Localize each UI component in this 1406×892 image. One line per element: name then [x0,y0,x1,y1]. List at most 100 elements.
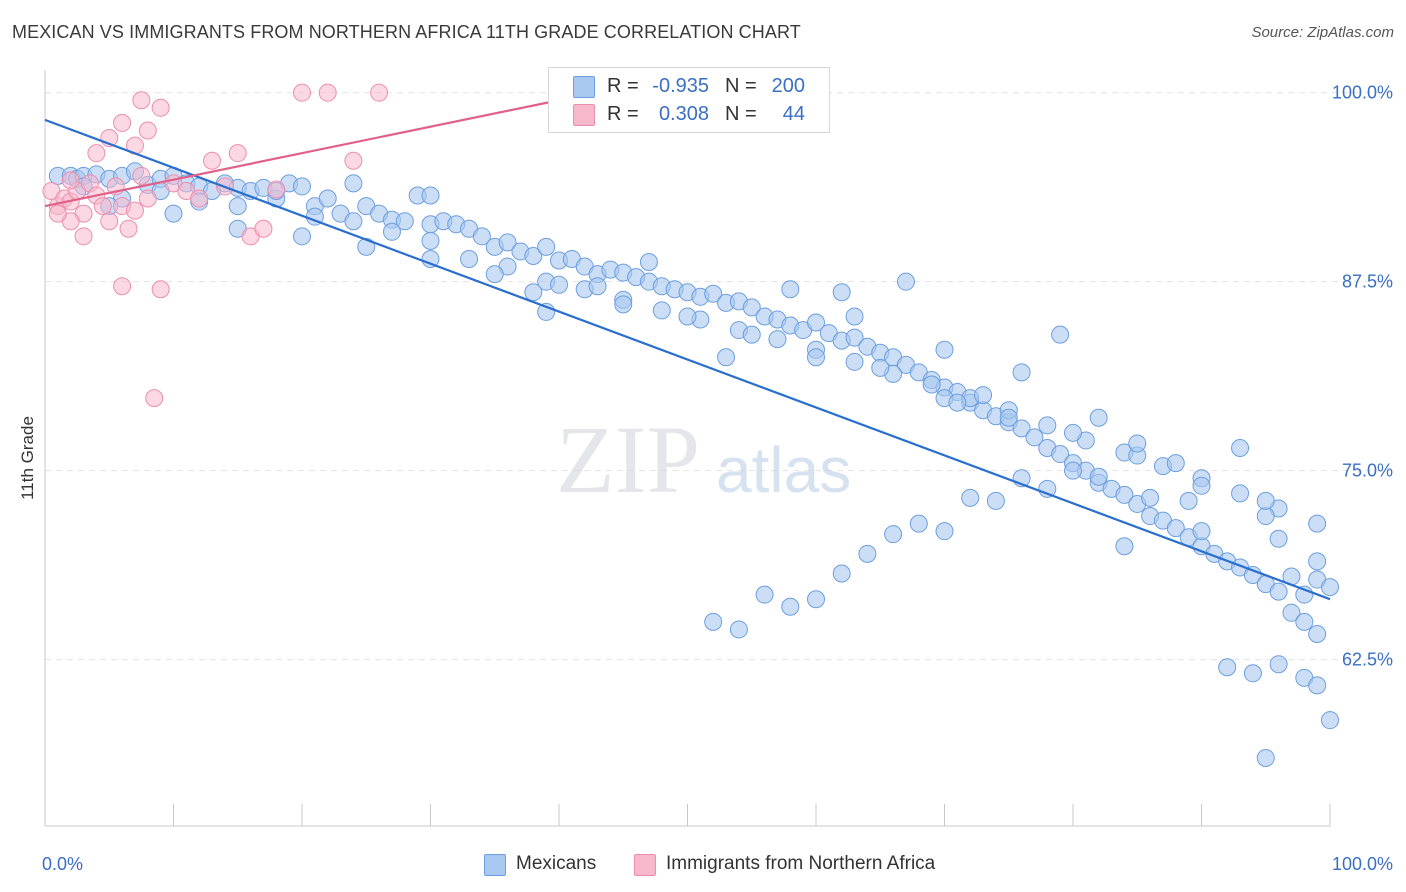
mexicans-point [781,597,800,616]
immigrants-point [138,121,157,140]
immigrants-trend-line [44,99,560,208]
mexicans-point [717,348,736,367]
mexicans-point [948,393,967,412]
mexicans-legend-swatch [484,854,506,876]
mexicans-point [807,590,825,609]
mexicans-point [639,253,658,272]
mexicans-r-label: R = [607,75,639,97]
mexicans-point [1321,711,1339,730]
mexicans-point [935,522,954,541]
immigrants-points [42,83,568,408]
mexicans-point [421,231,440,250]
correlation-legend: R = -0.935 N = 200 R = 0.308 N = 44 [548,67,830,133]
immigrants-legend-swatch [634,854,656,876]
watermark-zip: ZIP [556,406,700,513]
mexicans-point [986,491,1005,510]
mexicans-points [48,162,1339,767]
mexicans-point [845,352,864,371]
watermark: ZIP atlas [556,406,851,513]
mexicans-point [1192,522,1211,541]
mexicans-point [460,250,479,268]
mexicans-point [293,177,311,196]
immigrants-point [267,180,286,199]
immigrants-point [228,144,247,163]
mexicans-point [1141,488,1160,507]
series-legend: Mexicans Immigrants from Northern Africa [0,852,1406,878]
x-tick-label: 0.0% [42,854,83,874]
immigrants-point [145,389,164,408]
immigrants-point [190,189,209,208]
mexicans-point [781,280,800,299]
mexicans-point [845,307,864,326]
mexicans-point [1089,408,1108,427]
mexicans-point [1166,454,1185,473]
immigrants-n-value: 44 [782,103,805,125]
mexicans-point [704,612,723,631]
tick-labels: 100.0% 87.5% 75.0% 62.5% 0.0% 100.0% [42,83,1393,874]
mexicans-point [524,246,543,265]
mexicans-point [1231,439,1250,457]
mexicans-point [1115,537,1134,556]
trend-lines [44,99,1331,601]
legend-row-immigrants: R = 0.308 N = 44 [549,100,829,128]
mexicans-point [1051,445,1070,464]
immigrants-point [113,113,132,132]
immigrants-point [119,219,138,238]
mexicans-point [472,227,491,246]
mexicans-point [832,564,851,583]
mexicans-point [678,307,697,326]
mexicans-point [884,525,903,544]
mexicans-point [164,204,183,223]
mexicans-r-value: -0.935 [652,75,709,97]
mexicans-point [1308,624,1327,643]
y-tick-label: 100.0% [1332,83,1393,103]
mexicans-point [1038,416,1057,435]
immigrants-point [254,219,273,238]
mexicans-point [1269,655,1288,674]
mexicans-point [845,328,864,347]
mexicans-point [742,325,761,344]
mexicans-point [871,358,890,377]
immigrants-point [151,98,170,117]
immigrants-swatch [573,104,595,126]
mexicans-point [896,272,915,291]
mexicans-point [1051,325,1070,344]
mexicans-point [999,408,1018,427]
y-tick-label: 62.5% [1342,650,1393,670]
mexicans-point [1064,423,1082,442]
mexicans-point [382,222,401,241]
mexicans-point [1308,676,1327,695]
mexicans-point [1231,484,1250,503]
source-credit: Source: ZipAtlas.com [1251,24,1394,41]
axis-layer [44,70,1331,827]
immigrants-point [318,83,337,102]
immigrants-r-label: R = [607,103,639,125]
mexicans-point [704,284,723,303]
mexicans-point [485,265,504,284]
mexicans-point [1115,485,1134,504]
immigrants-point [132,166,151,185]
mexicans-n-label: N = [725,75,757,97]
mexicans-point [344,174,363,193]
mexicans-point [344,212,363,231]
mexicans-point [1166,519,1185,538]
immigrants-legend-label: Immigrants from Northern Africa [666,853,936,874]
mexicans-point [395,212,414,231]
mexicans-point [1179,491,1198,510]
mexicans-point [961,488,980,507]
mexicans-point [652,301,671,320]
mexicans-point [1089,467,1108,486]
immigrants-point [113,277,132,296]
mexicans-point [1243,566,1262,585]
y-axis-label: 11th Grade [18,416,37,500]
mexicans-point [524,283,543,302]
immigrants-point [151,280,170,299]
mexicans-legend-label: Mexicans [516,853,597,874]
mexicans-point [537,237,556,256]
y-tick-label: 87.5% [1342,272,1393,292]
mexicans-point [1282,603,1301,622]
mexicans-trend-line [44,118,1331,601]
mexicans-n-value: 200 [771,75,805,97]
mexicans-point [588,277,607,296]
mexicans-point [1064,461,1082,480]
